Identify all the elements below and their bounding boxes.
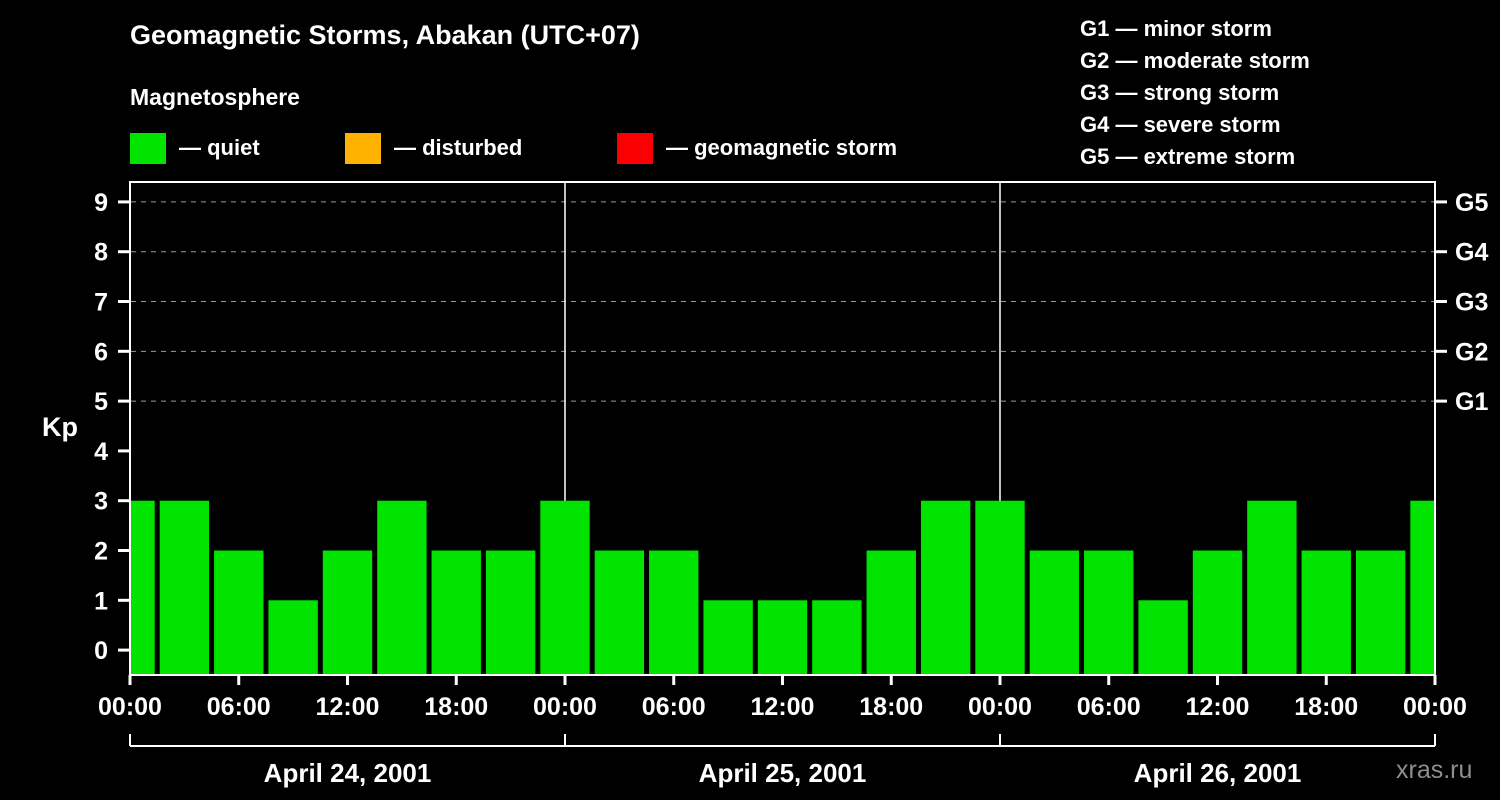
- kp-bar: [649, 550, 699, 674]
- page-title: Geomagnetic Storms, Abakan (UTC+07): [130, 20, 640, 50]
- x-tick-label: 00:00: [968, 693, 1032, 721]
- kp-bar: [812, 600, 862, 674]
- kp-bar: [1138, 600, 1188, 674]
- y-tick-label: 3: [94, 488, 108, 516]
- kp-bar: [920, 500, 971, 674]
- kp-bar: [485, 550, 536, 674]
- x-tick-label: 06:00: [1077, 693, 1141, 721]
- y-tick-label: 6: [94, 338, 108, 366]
- g-tick-label: G2: [1455, 338, 1488, 366]
- storm-legend-label: — geomagnetic storm: [666, 135, 898, 160]
- date-label: April 24, 2001: [264, 758, 432, 788]
- x-tick-label: 06:00: [207, 693, 271, 721]
- kp-bar: [1029, 550, 1080, 674]
- y-tick-label: 0: [94, 637, 108, 665]
- x-tick-label: 12:00: [1186, 693, 1250, 721]
- x-tick-label: 18:00: [424, 693, 488, 721]
- kp-bar: [431, 550, 481, 674]
- kp-bar: [214, 550, 264, 674]
- date-label: April 25, 2001: [699, 758, 867, 788]
- y-tick-label: 5: [94, 388, 108, 416]
- y-tick-label: 2: [94, 538, 108, 566]
- disturbed-color-swatch: [345, 132, 381, 164]
- quiet-color-swatch: [130, 132, 166, 164]
- kp-bar: [1355, 550, 1406, 674]
- g2-legend-line: G2 — moderate storm: [1080, 48, 1310, 73]
- kp-bar: [322, 550, 373, 674]
- storm-color-swatch: [617, 132, 653, 164]
- g3-legend-line: G3 — strong storm: [1080, 80, 1280, 105]
- x-tick-label: 00:00: [98, 693, 162, 721]
- g1-legend-line: G1 — minor storm: [1080, 16, 1272, 41]
- kp-bar: [1301, 550, 1351, 674]
- date-label: April 26, 2001: [1134, 758, 1302, 788]
- y-axis-title: Kp: [42, 412, 78, 442]
- kp-bar: [757, 600, 808, 674]
- kp-bar: [131, 500, 155, 674]
- x-tick-label: 18:00: [859, 693, 923, 721]
- kp-bar: [1192, 550, 1243, 674]
- kp-bar: [975, 500, 1025, 674]
- kp-bar: [377, 500, 427, 674]
- x-tick-label: 12:00: [751, 693, 815, 721]
- g-tick-label: G4: [1455, 239, 1488, 267]
- legend-item-storm: — geomagnetic storm: [617, 131, 897, 165]
- g5-legend-line: G5 — extreme storm: [1080, 144, 1296, 169]
- x-tick-label: 06:00: [642, 693, 706, 721]
- magnetosphere-label: Magnetosphere: [130, 84, 300, 110]
- y-tick-label: 4: [94, 438, 108, 466]
- kp-bar: [594, 550, 645, 674]
- kp-bar: [1410, 500, 1434, 674]
- y-tick-label: 7: [94, 289, 108, 317]
- x-tick-label: 00:00: [1403, 693, 1467, 721]
- kp-bar: [866, 550, 916, 674]
- g-scale-legend: G1 — minor storm G2 — moderate storm G3 …: [1080, 13, 1310, 173]
- y-tick-label: 1: [94, 587, 108, 615]
- kp-bar: [540, 500, 590, 674]
- quiet-legend-label: — quiet: [179, 135, 260, 160]
- legend-item-quiet: — quiet: [130, 131, 260, 165]
- g-tick-label: G3: [1455, 289, 1488, 317]
- y-tick-label: 9: [94, 189, 108, 217]
- kp-bar: [1247, 500, 1297, 674]
- kp-bar: [268, 600, 318, 674]
- g4-legend-line: G4 — severe storm: [1080, 112, 1281, 137]
- kp-bar: [159, 500, 210, 674]
- g-tick-label: G1: [1455, 388, 1488, 416]
- x-tick-label: 18:00: [1294, 693, 1358, 721]
- g-tick-label: G5: [1455, 189, 1488, 217]
- kp-bar: [1084, 550, 1134, 674]
- legend-item-disturbed: — disturbed: [345, 131, 522, 165]
- x-tick-label: 12:00: [316, 693, 380, 721]
- kp-bar: [703, 600, 753, 674]
- y-tick-label: 8: [94, 239, 108, 267]
- disturbed-legend-label: — disturbed: [394, 135, 523, 160]
- watermark: xras.ru: [1396, 756, 1473, 784]
- x-tick-label: 00:00: [533, 693, 597, 721]
